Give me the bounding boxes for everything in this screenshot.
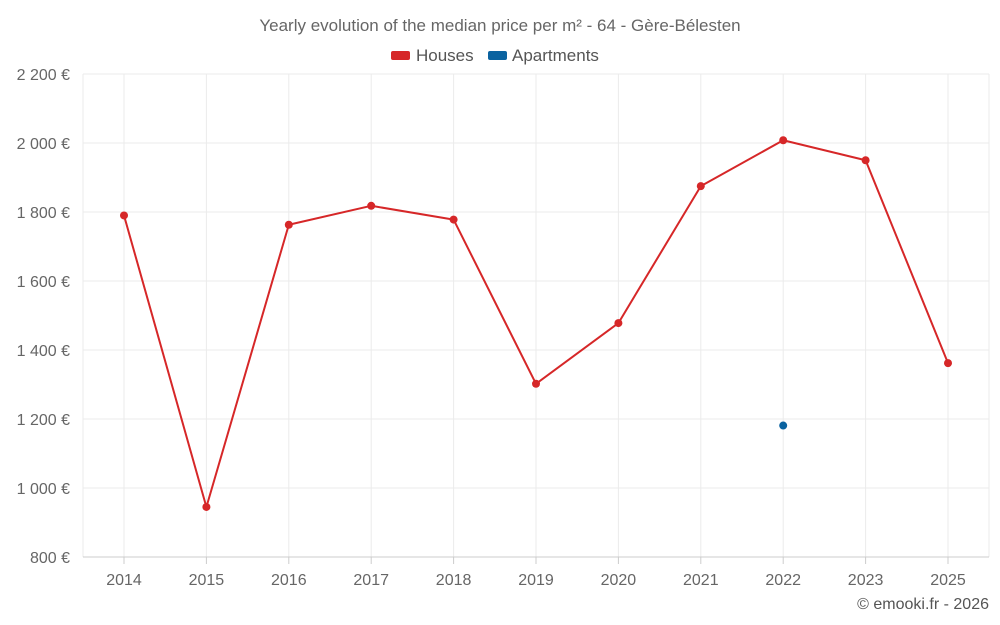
data-point-houses-2023[interactable] [861,156,870,165]
y-tick-label: 1 600 € [17,274,70,291]
legend-label-apartments: Apartments [512,46,599,65]
y-tick-label: 1 000 € [17,481,70,498]
data-point-houses-2025[interactable] [944,359,952,368]
data-point-houses-2018[interactable] [449,215,458,224]
legend: Houses Apartments [391,46,599,65]
x-tick-label: 2019 [518,572,554,589]
data-point-houses-2022[interactable] [779,136,788,145]
data-point-houses-2020[interactable] [614,319,623,328]
y-tick-label: 800 € [30,550,70,567]
x-tick-label: 2017 [353,572,389,589]
data-point-houses-2019[interactable] [532,379,540,388]
x-tick-label: 2022 [765,572,801,589]
data-point-houses-2015[interactable] [202,502,211,511]
y-tick-label: 2 000 € [17,136,70,153]
legend-swatch-apartments [488,51,507,60]
legend-label-houses: Houses [416,46,474,65]
plot-area [120,136,952,511]
y-axis-ticks: 800 € 1 000 € 1 200 € 1 400 € 1 600 € 1 800 €… [17,67,70,567]
x-tick-label: 2016 [271,572,307,589]
grid [82,73,990,558]
x-tick-label: 2015 [189,572,225,589]
legend-swatch-houses [391,51,410,60]
x-tick-label: 2021 [683,572,719,589]
credit-text: © emooki.fr - 2026 [857,596,989,613]
x-tick-label: 2023 [848,572,884,589]
x-tick-label: 2014 [106,572,142,589]
data-point-houses-2016[interactable] [284,220,293,229]
y-tick-label: 2 200 € [17,67,70,84]
x-tick-label: 2020 [601,572,637,589]
data-point-houses-2021[interactable] [696,182,705,191]
legend-item-apartments[interactable]: Apartments [488,46,599,65]
data-point-apartments-2022[interactable] [779,421,788,430]
y-tick-label: 1 400 € [17,343,70,360]
data-point-houses-2017[interactable] [367,201,376,210]
x-tick-label: 2018 [436,572,472,589]
data-point-houses-2014[interactable] [120,211,128,220]
legend-item-houses[interactable]: Houses [391,46,474,65]
chart-title: Yearly evolution of the median price per… [259,16,740,35]
x-axis-ticks: 2014 2015 2016 2017 2018 2019 2020 2021 2022 2023… [106,557,966,589]
y-tick-label: 1 200 € [17,412,70,429]
y-tick-label: 1 800 € [17,205,70,222]
x-tick-label: 2025 [930,572,966,589]
